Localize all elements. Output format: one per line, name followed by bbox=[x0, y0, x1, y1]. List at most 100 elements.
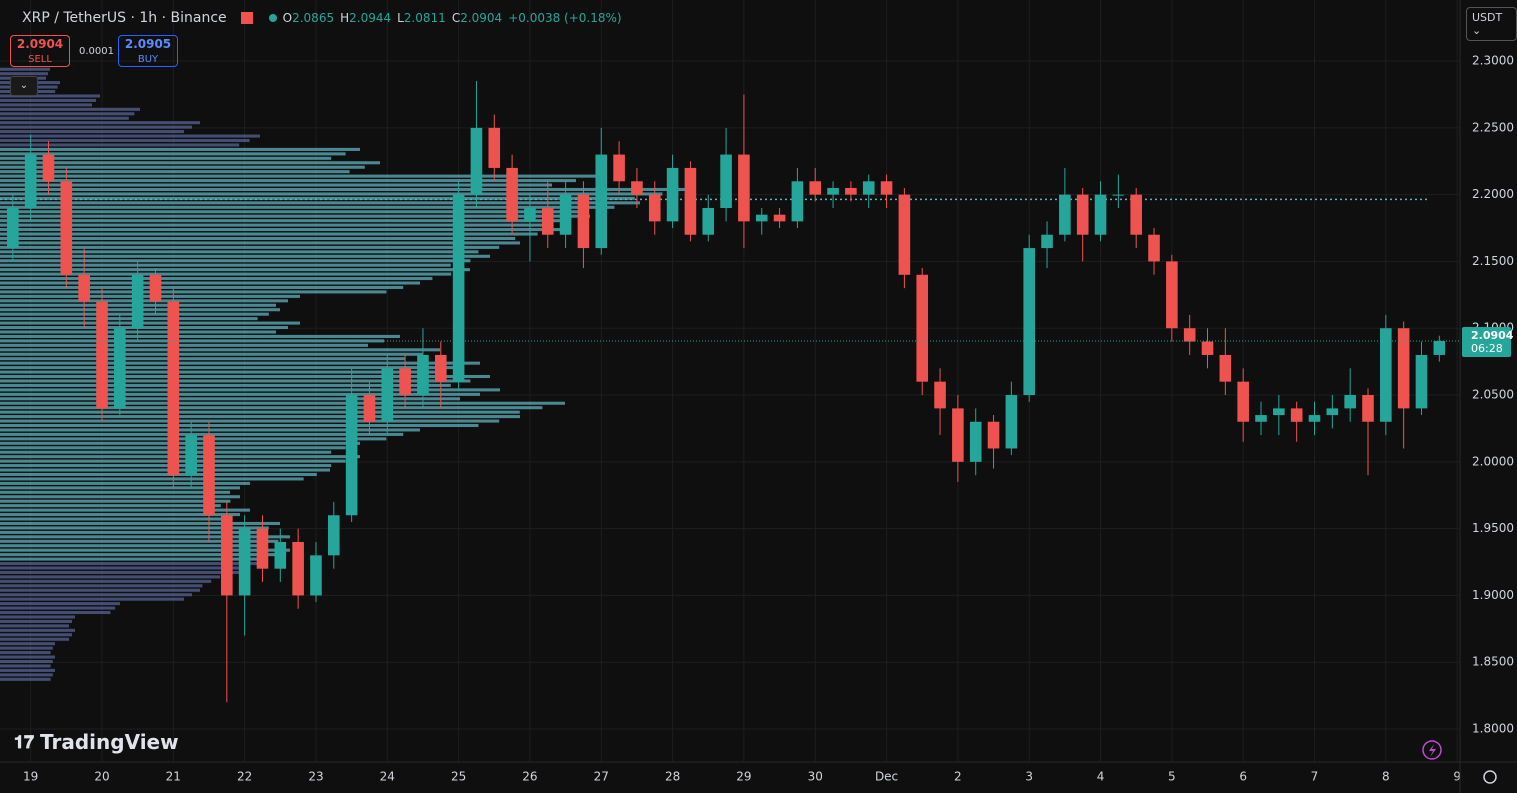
profile-bar bbox=[0, 236, 516, 240]
candle-body bbox=[221, 515, 233, 596]
candle-body bbox=[1201, 341, 1214, 355]
ohlc-key: L bbox=[397, 11, 404, 25]
profile-bar bbox=[0, 566, 250, 570]
candle-body bbox=[987, 421, 1000, 449]
profile-bar bbox=[0, 268, 470, 272]
y-tick-label: 1.8500 bbox=[1472, 655, 1514, 669]
profile-bar bbox=[0, 94, 100, 98]
candle-body bbox=[24, 154, 37, 209]
candle-body bbox=[720, 154, 732, 209]
candle-body bbox=[185, 435, 197, 476]
x-tick-label: 25 bbox=[451, 770, 466, 784]
candle-body bbox=[845, 187, 857, 195]
candle-body bbox=[506, 167, 518, 222]
x-tick-label: 3 bbox=[1025, 770, 1033, 784]
candle-body bbox=[131, 274, 144, 329]
profile-bar bbox=[0, 455, 360, 459]
profile-bar bbox=[0, 196, 635, 200]
x-tick-label: 21 bbox=[166, 770, 181, 784]
profile-bar bbox=[0, 397, 460, 401]
profile-bar bbox=[0, 575, 220, 579]
candle-body bbox=[256, 528, 269, 569]
profile-bar bbox=[0, 481, 250, 485]
sell-button[interactable]: 2.0904 SELL bbox=[10, 35, 70, 67]
profile-bar bbox=[0, 428, 420, 432]
last-price-label: 2.0904 bbox=[1471, 329, 1514, 342]
profile-bar bbox=[0, 201, 640, 205]
candle-body bbox=[684, 167, 697, 235]
candle-body bbox=[1094, 194, 1107, 235]
profile-bar bbox=[0, 659, 53, 664]
x-tick-label: 26 bbox=[522, 770, 537, 784]
candle-body bbox=[42, 154, 55, 182]
candle-body bbox=[1076, 194, 1089, 235]
countdown: 06:28 bbox=[1471, 342, 1503, 355]
profile-bar bbox=[0, 602, 120, 606]
profile-bar bbox=[0, 130, 184, 134]
candle-body bbox=[1130, 194, 1142, 235]
profile-bar bbox=[0, 432, 404, 436]
logo-text: TradingView bbox=[40, 730, 179, 754]
profile-bar bbox=[0, 499, 231, 503]
candle-body bbox=[880, 181, 893, 195]
ohlc-key: H bbox=[340, 11, 350, 25]
profile-bar bbox=[0, 597, 184, 601]
x-tick-label: 29 bbox=[736, 770, 751, 784]
profile-bar bbox=[0, 651, 51, 655]
profile-bar bbox=[0, 557, 267, 561]
profile-bar bbox=[0, 677, 51, 681]
candle-body bbox=[952, 408, 964, 462]
profile-bar bbox=[0, 593, 192, 597]
profile-bar bbox=[0, 615, 75, 619]
profile-bar bbox=[0, 668, 55, 672]
profile-bar bbox=[0, 334, 400, 338]
ohlc-value: 2.0944 bbox=[349, 11, 392, 25]
candle-body bbox=[827, 187, 839, 195]
candle-body bbox=[1166, 261, 1178, 329]
y-tick-label: 2.0000 bbox=[1472, 454, 1514, 468]
ohlc-value: 2.0904 bbox=[460, 11, 503, 25]
collapse-button[interactable]: ⌄ bbox=[10, 76, 38, 96]
x-tick-label: Dec bbox=[875, 770, 898, 784]
profile-bar bbox=[0, 655, 55, 659]
profile-bar bbox=[0, 214, 590, 218]
x-tick-label: 28 bbox=[665, 770, 680, 784]
profile-bar bbox=[0, 468, 330, 472]
profile-bar bbox=[0, 219, 567, 223]
candle-body bbox=[969, 421, 982, 462]
x-tick-label: 4 bbox=[1097, 770, 1105, 784]
last-price-box bbox=[1462, 327, 1511, 358]
candle-body bbox=[1433, 341, 1446, 355]
profile-bar bbox=[0, 179, 576, 183]
candle-body bbox=[417, 354, 429, 396]
profile-bar bbox=[0, 112, 135, 116]
buy-button[interactable]: 2.0905 BUY bbox=[118, 35, 178, 67]
x-tick-label: 6 bbox=[1239, 770, 1247, 784]
profile-bar bbox=[0, 464, 332, 468]
y-tick-label: 1.8000 bbox=[1472, 722, 1514, 736]
x-tick-label: 22 bbox=[237, 770, 252, 784]
candle-body bbox=[1112, 194, 1125, 196]
buy-label: BUY bbox=[137, 54, 159, 65]
candle-body bbox=[274, 541, 287, 569]
candle-body bbox=[1326, 408, 1339, 416]
profile-bar bbox=[0, 415, 520, 419]
x-tick-label: 5 bbox=[1168, 770, 1176, 784]
candle-body bbox=[149, 274, 162, 302]
flag[interactable] bbox=[240, 12, 253, 24]
profile-bar bbox=[0, 513, 240, 517]
profile-bar bbox=[0, 67, 50, 71]
profile-bar bbox=[0, 263, 451, 267]
profile-bar bbox=[0, 423, 479, 428]
currency-button[interactable]: USDT ⌄ bbox=[1466, 7, 1517, 41]
profile-bar bbox=[0, 210, 589, 214]
profile-bar bbox=[0, 272, 452, 276]
profile-bar bbox=[0, 245, 500, 249]
x-tick-label: 9 bbox=[1453, 770, 1461, 784]
profile-bar bbox=[0, 579, 212, 583]
profile-bar bbox=[0, 544, 267, 548]
profile-bar bbox=[0, 143, 240, 147]
profile-bar bbox=[0, 664, 51, 668]
candle-body bbox=[96, 301, 108, 409]
